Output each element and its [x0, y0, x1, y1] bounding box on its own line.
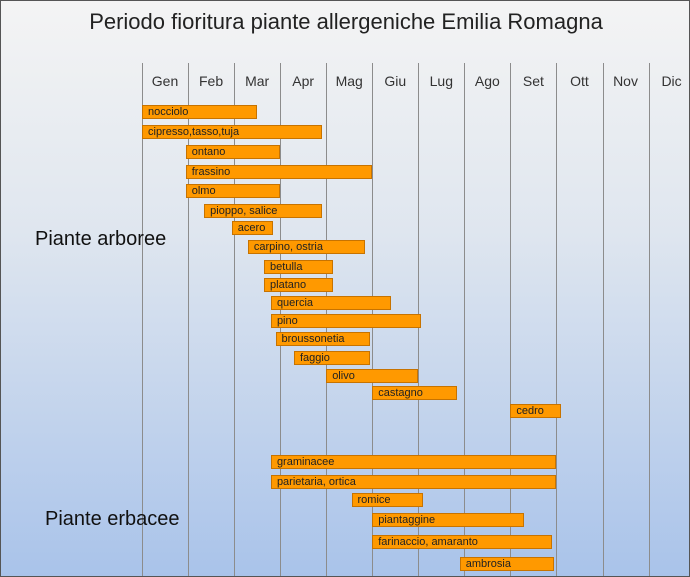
bar — [185, 184, 281, 198]
gridline — [464, 63, 465, 576]
bar-label: cedro — [516, 405, 544, 417]
month-label-0: Gen — [151, 73, 179, 89]
bar — [264, 260, 334, 274]
bar-label: quercia — [276, 297, 314, 309]
gridline — [556, 63, 557, 576]
bar-label: faggio — [299, 352, 330, 364]
bar-label: ontano — [191, 146, 226, 158]
month-label-6: Lug — [429, 73, 453, 89]
gridline — [142, 63, 143, 576]
chart-title: Periodo fioritura piante allergeniche Em… — [89, 9, 603, 34]
bar-label: carpino, ostria — [253, 241, 323, 253]
month-label-2: Mar — [245, 73, 270, 89]
month-label-1: Feb — [199, 73, 224, 89]
bar-label: broussonetia — [281, 333, 345, 345]
bar — [264, 278, 334, 292]
month-label-11: Dic — [661, 73, 682, 89]
bar — [231, 221, 274, 235]
bar — [326, 369, 419, 383]
month-label-8: Set — [522, 73, 544, 89]
bar — [142, 125, 322, 139]
bar — [185, 145, 281, 159]
month-label-4: Mag — [335, 73, 363, 89]
bar — [372, 535, 552, 549]
month-label-9: Ott — [570, 73, 589, 89]
gridline — [603, 63, 604, 576]
bar — [270, 455, 557, 469]
gridline — [234, 63, 235, 576]
group-label-0: Piante arboree — [35, 228, 167, 250]
bar-label: ambrosia — [465, 558, 511, 570]
bar-label: betulla — [270, 261, 303, 273]
bar — [142, 105, 258, 119]
bar-label: olivo — [332, 370, 355, 382]
gridline — [188, 63, 189, 576]
bar — [372, 513, 525, 527]
bar — [204, 204, 322, 218]
bar — [247, 240, 366, 254]
bar-label: pioppo, salice — [210, 205, 278, 217]
bar — [185, 165, 373, 179]
bar-label: parietaria, ortica — [276, 476, 356, 488]
bar-label: graminacee — [276, 456, 335, 468]
bar — [270, 296, 391, 310]
gridline — [510, 63, 511, 576]
bar-label: frassino — [191, 166, 231, 178]
bar-label: farinaccio, amaranto — [378, 536, 478, 548]
group-label-1: Piante erbacee — [45, 508, 180, 530]
gridline — [649, 63, 650, 576]
bar-label: acero — [237, 222, 266, 234]
bar — [293, 351, 370, 365]
month-label-7: Ago — [474, 73, 500, 89]
bar-label: nocciolo — [148, 106, 189, 118]
bar-label: romice — [357, 494, 391, 506]
bar — [270, 314, 421, 328]
bar-label: olmo — [191, 185, 216, 197]
bar — [270, 475, 557, 489]
month-label-10: Nov — [613, 73, 638, 89]
bar-label: piantaggine — [378, 514, 436, 526]
bar — [351, 493, 423, 507]
month-label-5: Giu — [384, 73, 407, 89]
month-label-3: Apr — [292, 73, 315, 89]
bar-label: castagno — [378, 387, 423, 399]
bar-label: cipresso,tasso,tuja — [148, 126, 240, 138]
bar — [275, 332, 370, 346]
bar-label: pino — [276, 315, 298, 327]
bar — [510, 404, 562, 418]
bar — [372, 386, 458, 400]
bar — [459, 557, 555, 571]
bar-label: platano — [270, 279, 307, 291]
